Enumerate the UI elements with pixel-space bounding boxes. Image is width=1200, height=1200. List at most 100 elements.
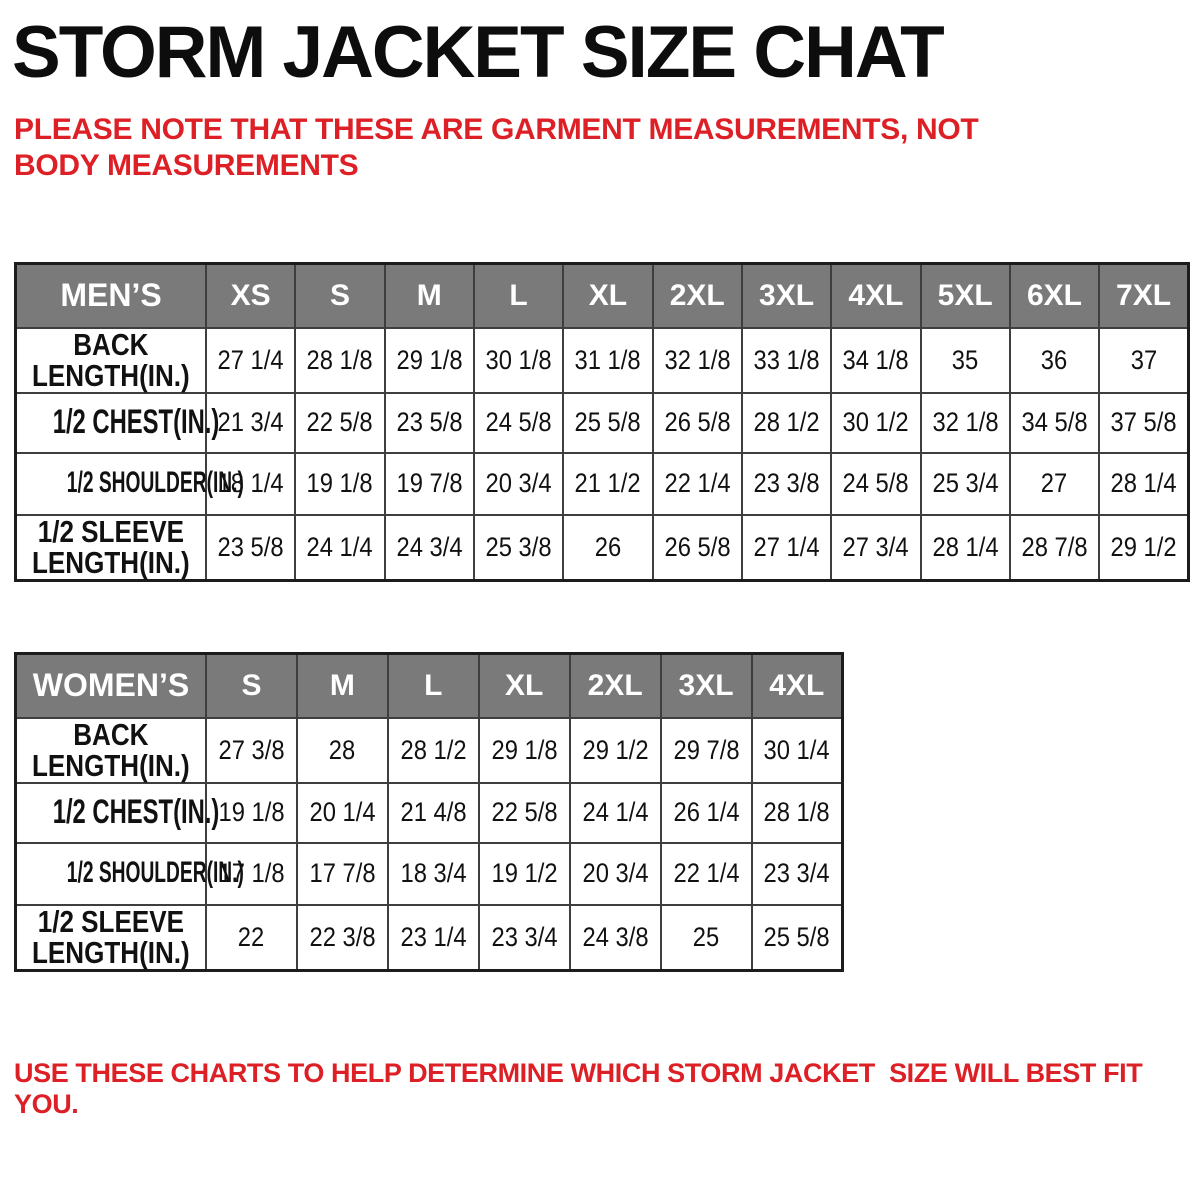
measurement-cell: 25 5/8 — [562, 391, 654, 454]
measurement-cell: 20 1/4 — [295, 781, 389, 844]
measurement-value: 29 7/8 — [673, 734, 740, 765]
measurement-cell: 22 3/8 — [295, 903, 389, 972]
measurement-value: 28 1/8 — [763, 797, 830, 828]
size-column-header: S — [294, 262, 386, 329]
measurement-cell: 28 1/8 — [750, 781, 844, 844]
measurement-cell: 23 3/4 — [750, 841, 844, 906]
measurement-value: 30 1/8 — [485, 344, 552, 375]
measurement-cell: 23 5/8 — [383, 391, 475, 454]
measurement-value: 27 1/4 — [217, 344, 284, 375]
measurement-row-label: BACK LENGTH(IN.) — [14, 716, 207, 784]
measurement-row-label-text: 1/2 SHOULDER(IN.) — [66, 466, 244, 500]
measurement-cell: 25 5/8 — [750, 903, 844, 972]
measurement-value: 23 1/4 — [400, 921, 467, 952]
measurement-cell: 17 1/8 — [205, 841, 298, 906]
measurement-value: 27 3/4 — [842, 531, 909, 562]
measurement-value: 21 3/4 — [217, 407, 284, 438]
measurement-cell: 29 1/8 — [383, 326, 475, 394]
measurement-value: 18 1/4 — [217, 468, 284, 499]
measurement-cell: 18 3/4 — [386, 841, 480, 906]
measurement-cell: 20 3/4 — [472, 451, 565, 516]
measurement-cell: 24 5/8 — [830, 451, 922, 516]
size-column-header: XL — [562, 262, 654, 329]
measurement-cell: 24 1/4 — [294, 513, 386, 582]
measurement-cell: 24 3/8 — [568, 903, 662, 972]
measurement-value: 23 3/4 — [763, 858, 830, 889]
size-column-header: XL — [477, 652, 571, 719]
measurement-value: 28 1/2 — [400, 734, 467, 765]
measurement-row-label-text: 1/2 SLEEVE LENGTH(IN.) — [32, 903, 190, 971]
measurement-cell: 34 1/8 — [830, 326, 922, 394]
measurement-cell: 28 1/4 — [1098, 451, 1190, 516]
measurement-value: 29 1/2 — [1110, 531, 1177, 562]
measurement-value: 19 1/8 — [306, 468, 373, 499]
measurement-value: 19 1/8 — [218, 797, 285, 828]
measurement-value: 28 1/4 — [932, 531, 999, 562]
measurement-cell: 19 1/8 — [205, 781, 298, 844]
measurement-value: 22 5/8 — [306, 407, 373, 438]
measurement-cell: 37 5/8 — [1098, 391, 1190, 454]
measurement-value: 26 5/8 — [664, 531, 731, 562]
measurement-value: 25 3/8 — [485, 531, 552, 562]
measurement-value: 29 1/8 — [396, 344, 463, 375]
size-column-header: 2XL — [651, 262, 743, 329]
measurement-cell: 23 1/4 — [386, 903, 480, 972]
size-column-header: M — [295, 652, 389, 719]
measurement-cell: 23 3/4 — [477, 903, 571, 972]
measurement-cell: 27 1/4 — [204, 326, 297, 394]
table-row: 1/2 CHEST(IN.) 19 1/8 20 1/4 21 4/8 22 5/8 24… — [14, 781, 844, 844]
measurement-cell: 35 — [919, 326, 1011, 394]
measurement-value: 25 — [692, 921, 720, 952]
measurement-cell: 32 1/8 — [919, 391, 1011, 454]
measurement-value: 20 3/4 — [485, 468, 552, 499]
measurement-value: 27 — [1041, 468, 1068, 499]
measurement-cell: 25 — [659, 903, 753, 972]
measurement-cell: 29 1/2 — [568, 716, 662, 784]
measurement-value: 25 5/8 — [763, 921, 830, 952]
measurement-value: 22 1/4 — [673, 858, 740, 889]
measurement-value: 28 7/8 — [1021, 531, 1088, 562]
measurement-value: 26 5/8 — [664, 407, 731, 438]
measurement-cell: 24 1/4 — [568, 781, 662, 844]
mens-group-label: MEN’S — [14, 262, 207, 329]
measurement-value: 31 1/8 — [574, 344, 641, 375]
measurement-value: 20 3/4 — [582, 858, 649, 889]
measurement-value: 24 5/8 — [485, 407, 552, 438]
measurement-row-label: BACK LENGTH(IN.) — [14, 326, 207, 394]
measurement-value: 21 1/2 — [574, 468, 641, 499]
garment-measurement-note: PLEASE NOTE THAT THESE ARE GARMENT MEASU… — [14, 113, 979, 182]
measurement-value: 23 5/8 — [396, 407, 463, 438]
measurement-cell: 23 3/8 — [740, 451, 833, 516]
measurement-cell: 22 1/4 — [659, 841, 753, 906]
measurement-cell: 28 1/8 — [294, 326, 386, 394]
measurement-value: 27 1/4 — [753, 531, 820, 562]
size-column-header: 3XL — [659, 652, 753, 719]
measurement-value: 34 5/8 — [1021, 407, 1088, 438]
measurement-cell: 30 1/8 — [472, 326, 565, 394]
measurement-value: 29 1/2 — [582, 734, 649, 765]
measurement-cell: 25 3/8 — [472, 513, 565, 582]
measurement-cell: 28 1/4 — [919, 513, 1011, 582]
measurement-value: 22 3/8 — [309, 921, 376, 952]
size-column-header: 4XL — [830, 262, 922, 329]
womens-group-label: WOMEN’S — [14, 652, 207, 719]
measurement-cell: 33 1/8 — [740, 326, 833, 394]
measurement-cell: 19 1/2 — [477, 841, 571, 906]
measurement-cell: 22 5/8 — [477, 781, 571, 844]
measurement-value: 20 1/4 — [309, 797, 376, 828]
measurement-cell: 30 1/2 — [830, 391, 922, 454]
measurement-cell: 20 3/4 — [568, 841, 662, 906]
size-column-header: 5XL — [919, 262, 1011, 329]
measurement-cell: 26 5/8 — [651, 513, 743, 582]
fit-guidance-note: USE THESE CHARTS TO HELP DETERMINE WHICH… — [14, 1058, 1149, 1119]
measurement-cell: 27 3/8 — [205, 716, 298, 784]
measurement-value: 28 1/2 — [753, 407, 820, 438]
measurement-value: 27 3/8 — [218, 734, 285, 765]
table-row: 1/2 SHOULDER(IN.) 18 1/4 19 1/8 19 7/8 20 3/… — [14, 451, 1190, 516]
measurement-cell: 18 1/4 — [204, 451, 297, 516]
table-row: 1/2 SHOULDER(IN.) 17 1/8 17 7/8 18 3/4 19 1/… — [14, 841, 844, 906]
measurement-cell: 22 — [205, 903, 298, 972]
measurement-value: 23 5/8 — [217, 531, 284, 562]
measurement-cell: 21 1/2 — [562, 451, 654, 516]
